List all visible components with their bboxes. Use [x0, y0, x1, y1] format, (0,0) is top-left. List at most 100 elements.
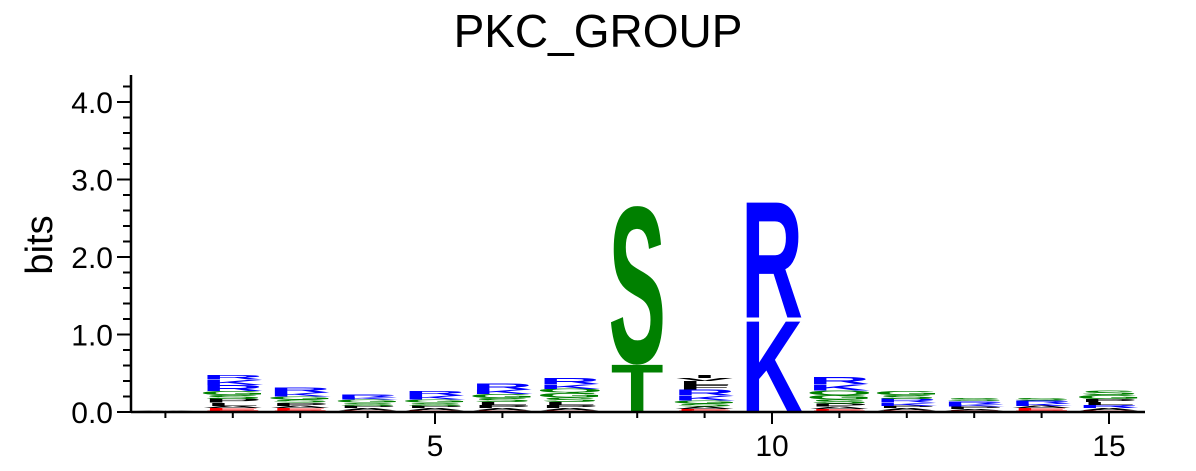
y-tick-label: 3.0: [71, 165, 113, 198]
logo-letter: K: [876, 402, 938, 407]
logo-letter: P: [945, 406, 1002, 410]
logo-letter: F: [678, 384, 731, 391]
logo-letter: S: [474, 397, 531, 403]
logo-letter: P: [1080, 398, 1137, 403]
logo-letter: K: [269, 392, 331, 398]
logo-letter: P: [339, 405, 396, 409]
y-tick-label: 4.0: [71, 87, 113, 120]
logo-letter: L: [207, 402, 260, 407]
logo-letter: P: [474, 404, 531, 409]
logo-letter: S: [271, 399, 328, 404]
logo-stacks: LA DEALPSGRKRDEAPSGKREAPSGKRDAPSGKREAPLSG…: [134, 159, 1142, 440]
logo-letter: K: [202, 378, 264, 386]
logo-letter: P: [541, 404, 598, 409]
logo-letter: S: [1080, 389, 1137, 396]
logo-letter: V: [676, 377, 734, 382]
logo-letter: G: [806, 394, 873, 401]
logo-letter: S: [1013, 397, 1070, 401]
y-axis-label: bits: [19, 215, 61, 274]
logo-letter: R: [202, 383, 264, 393]
logo-letter: A: [1011, 405, 1073, 409]
logo-letter: E: [676, 409, 733, 411]
logo-letter: K: [674, 395, 736, 402]
logo-letter: I: [693, 374, 717, 379]
y-tick-label: 0.0: [71, 397, 113, 430]
y-axis: 0.0 1.0 2.0 3.0 4.0: [71, 85, 131, 430]
x-tick-label: 5: [427, 430, 444, 463]
logo-letter: P: [406, 405, 463, 409]
logo-letter: R: [337, 393, 399, 398]
logo-letter: S: [339, 402, 396, 407]
logo-letter: P: [878, 405, 935, 409]
logo-letter: S: [676, 403, 733, 408]
logo-letter: S: [878, 394, 935, 400]
chart-title: PKC_GROUP: [454, 5, 743, 57]
logo-letter: K: [337, 397, 399, 401]
logo-letter: E: [204, 408, 261, 412]
logo-letter: K: [741, 293, 803, 441]
logo-letter: E: [271, 408, 328, 412]
logo-letter: S: [541, 396, 598, 403]
logo-letter: E: [1013, 408, 1070, 412]
y-tick-label: 1.0: [71, 320, 113, 353]
logo-letter: K: [808, 383, 870, 393]
logo-letter: R: [673, 388, 735, 398]
logo-letter: G: [469, 393, 536, 399]
logo-letter: Q: [806, 389, 873, 396]
logo-letter: G: [536, 391, 603, 398]
logo-letter: A: [539, 408, 601, 412]
logo-column: TS: [608, 159, 665, 427]
logo-column: KR: [741, 168, 803, 440]
logo-letter: G: [334, 399, 401, 404]
logo-letter: K: [943, 404, 1005, 408]
logo-letter: S: [406, 402, 463, 407]
logo-letter: L: [678, 380, 731, 386]
logo-letter: R: [1078, 404, 1140, 409]
logo-letter: A: [876, 408, 938, 412]
logo-letter: R: [876, 398, 938, 404]
logo-letter: G: [267, 396, 334, 401]
logo-letter: T: [611, 349, 664, 427]
logo-letter: L: [1083, 401, 1136, 406]
logo-letter: A: [337, 408, 399, 412]
logo-letter: P: [271, 402, 328, 407]
logo-letter: A: [808, 406, 870, 410]
x-axis: 5 10 15: [164, 412, 1126, 463]
logo-letter: S: [811, 399, 868, 405]
logo-letter: R: [943, 400, 1005, 405]
logo-letter: R: [471, 382, 533, 392]
y-tick-label: 2.0: [71, 242, 113, 275]
logo-letter: R: [808, 375, 870, 386]
logo-letter: S: [204, 394, 261, 400]
logo-letter: A: [943, 409, 1005, 411]
logo-letter: G: [873, 390, 940, 396]
logo-letter: P: [811, 403, 868, 408]
x-tick-label: 15: [1092, 430, 1125, 463]
logo-letter: G: [671, 400, 738, 405]
logo-letter: K: [471, 388, 533, 395]
logo-letter: L: [476, 401, 529, 406]
logo-letter: R: [269, 386, 331, 394]
logo-letter: K: [404, 395, 466, 401]
logo-letter: R: [202, 374, 264, 381]
logo-letter: A: [1078, 408, 1140, 412]
logo-letter: A: [269, 405, 331, 409]
x-tick-label: 10: [755, 430, 788, 463]
logo-letter: L: [544, 401, 597, 406]
logo-letter: G: [199, 390, 266, 396]
logo-letter: P: [204, 398, 261, 404]
logo-letter: R: [404, 390, 466, 397]
